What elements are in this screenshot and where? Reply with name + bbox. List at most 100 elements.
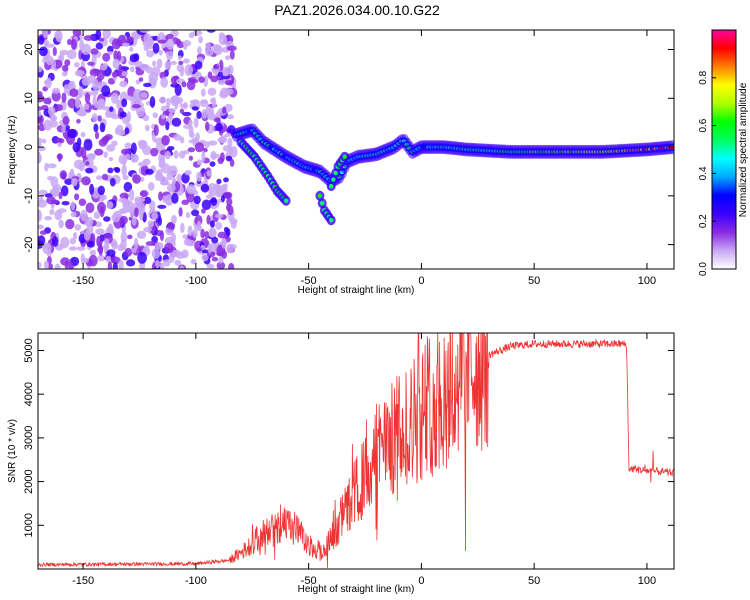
x-tick-label: -100 — [185, 275, 207, 287]
noise-blob — [200, 183, 210, 193]
noise-blob — [70, 211, 77, 218]
noise-blob — [164, 242, 174, 252]
noise-blob — [52, 46, 57, 57]
noise-blob — [129, 46, 134, 52]
noise-blob — [218, 256, 224, 264]
noise-blob — [196, 171, 202, 182]
noise-blob — [186, 184, 197, 195]
noise-blob — [139, 190, 148, 197]
y-tick-label: 10 — [23, 92, 35, 104]
noise-blob — [38, 209, 43, 222]
noise-blob — [47, 106, 56, 117]
noise-blob — [152, 112, 158, 119]
noise-blob — [153, 124, 159, 136]
noise-blob — [103, 216, 111, 222]
noise-blob — [140, 64, 150, 71]
noise-blob — [172, 249, 181, 258]
noise-blob — [205, 42, 211, 50]
noise-blob — [43, 97, 52, 105]
colorbar-label: Normalized spectral amplitude — [738, 82, 749, 217]
noise-blob — [184, 64, 193, 76]
noise-blob — [72, 142, 81, 153]
x-tick-label: 0 — [418, 575, 424, 587]
noise-blob — [61, 92, 67, 103]
noise-blob — [85, 161, 90, 166]
noise-blob — [38, 151, 41, 163]
noise-blob — [73, 159, 84, 170]
noise-blob — [107, 223, 114, 236]
noise-blob — [108, 156, 114, 162]
snr-frame — [37, 332, 675, 570]
snr-x-label: Height of straight line (km) — [298, 584, 415, 595]
noise-blob — [111, 213, 121, 223]
noise-blob — [223, 177, 229, 183]
noise-blob — [45, 55, 54, 66]
noise-blob — [167, 221, 176, 230]
noise-blob — [217, 71, 223, 78]
noise-blob — [189, 99, 200, 105]
noise-blob — [166, 97, 171, 110]
y-tick-label: 3000 — [23, 426, 35, 450]
noise-blob — [57, 153, 62, 162]
noise-blob — [198, 36, 204, 44]
noise-blob — [72, 232, 78, 240]
noise-blob — [188, 155, 193, 161]
noise-blob — [110, 256, 121, 264]
noise-blob — [86, 153, 96, 159]
noise-blob — [68, 246, 78, 251]
noise-blob — [206, 30, 216, 33]
noise-blob — [194, 142, 205, 153]
colorbar: 0.0 0.2 0.4 0.6 0.8 Normalized spectral ampl… — [698, 29, 749, 276]
noise-blob — [87, 240, 95, 248]
noise-blob — [74, 224, 82, 231]
noise-blob — [99, 196, 105, 202]
noise-blob — [61, 64, 69, 72]
spectrogram-x-label: Height of straight line (km) — [298, 285, 415, 296]
colorbar-tick-label: 0.8 — [698, 70, 709, 84]
noise-blob — [181, 249, 189, 259]
noise-blob — [119, 80, 128, 88]
noise-blob — [217, 157, 224, 165]
x-tick-label: -50 — [301, 275, 317, 287]
noise-blob — [95, 42, 104, 50]
noise-blob — [123, 201, 130, 208]
noise-blob — [177, 55, 182, 61]
noise-blob — [38, 261, 42, 269]
noise-blob — [49, 114, 58, 122]
noise-blob — [149, 200, 156, 212]
noise-blob — [226, 243, 234, 254]
noise-blob — [66, 49, 77, 60]
noise-blob — [96, 70, 105, 81]
noise-blob — [85, 216, 94, 228]
y-tick-label: 5000 — [23, 338, 35, 362]
noise-blob — [119, 215, 128, 225]
noise-blob — [211, 236, 219, 244]
snr-y-ticks: 1000 2000 3000 4000 5000 — [23, 338, 674, 538]
noise-blob — [60, 236, 70, 249]
noise-blob — [118, 259, 124, 269]
noise-blob — [38, 35, 45, 45]
noise-blob — [181, 199, 189, 205]
noise-blob — [101, 85, 111, 97]
noise-blob — [104, 238, 110, 248]
noise-blob — [222, 106, 227, 114]
noise-blob — [98, 37, 105, 42]
noise-blob — [166, 38, 175, 50]
noise-blob — [230, 220, 237, 229]
noise-blob — [216, 261, 226, 269]
x-tick-label: -150 — [72, 275, 94, 287]
noise-blob — [228, 262, 235, 269]
noise-blob — [171, 214, 177, 224]
noise-blob — [88, 254, 98, 267]
noise-blob — [216, 186, 224, 197]
noise-blob — [162, 110, 171, 116]
noise-blob — [83, 139, 93, 151]
noise-blob — [81, 176, 91, 186]
secondary-core — [329, 183, 334, 189]
noise-blob — [179, 265, 185, 269]
noise-blob — [154, 242, 164, 250]
noise-blob — [200, 88, 206, 97]
noise-blob — [97, 185, 106, 196]
